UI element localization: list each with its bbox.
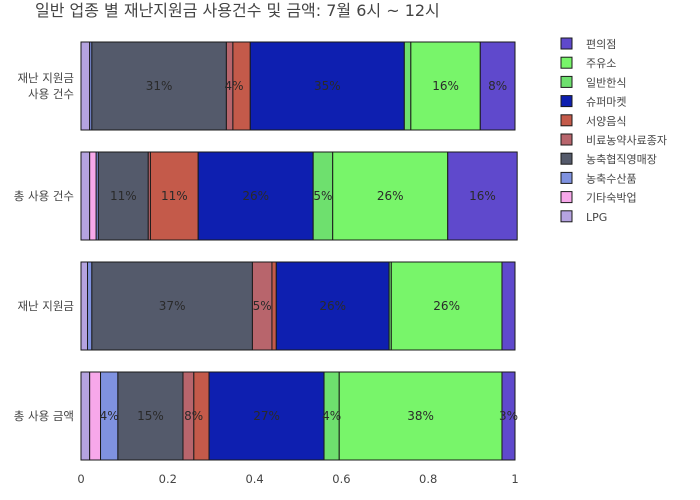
legend-item[interactable]: 기타숙박업: [560, 191, 637, 205]
legend-swatch: [560, 191, 573, 204]
legend-swatch: [560, 114, 573, 127]
x-tick-label: 0: [77, 472, 84, 486]
legend: 편의점주유소일반한식슈퍼마켓서양음식비료농약사료종자농축협직영매장농축수산품기타…: [560, 37, 667, 224]
legend-item[interactable]: 일반한식: [560, 75, 626, 89]
data-label: 38%: [407, 409, 434, 423]
legend-label: 농축협직영매장: [586, 153, 657, 166]
legend-item[interactable]: 비료농약사료종자: [560, 133, 667, 147]
bar-segment-series-0-row-3: [80, 371, 91, 461]
x-tick-label: 0.6: [332, 472, 350, 486]
data-labels: 31% 4% 35% 16% 8% 11% 11% 26% 5% 26% 16% 37% 5% 26% 26…: [100, 79, 518, 423]
data-label: 26%: [242, 189, 269, 203]
data-label: 4%: [100, 409, 119, 423]
data-label: 37%: [159, 299, 186, 313]
bar-segment-series-8-row-2: [390, 261, 503, 351]
data-label: 16%: [432, 79, 459, 93]
x-tick-label: 0.2: [159, 472, 177, 486]
bar-segment-series-9-row-2: [501, 261, 516, 351]
legend-label: 비료농약사료종자: [586, 133, 667, 147]
bar-segment-series-9-row-0: [479, 41, 516, 131]
bar-segment-series-5-row-2: [271, 261, 277, 351]
data-label: 15%: [137, 409, 164, 423]
data-label: 11%: [161, 189, 188, 203]
bar-segment-series-8-row-3: [338, 371, 503, 461]
legend-swatch: [560, 210, 573, 223]
bar-segment-series-6-row-2: [275, 261, 390, 351]
legend-item[interactable]: 슈퍼마켓: [560, 95, 626, 109]
data-label: 31%: [146, 79, 173, 93]
bar-segment-series-9-row-1: [447, 151, 518, 241]
bar-segment-series-9-row-3: [501, 371, 516, 461]
x-tick-label: 0.8: [419, 472, 437, 486]
data-label: 8%: [488, 79, 507, 93]
legend-item[interactable]: 주유소: [560, 56, 616, 70]
data-label: 16%: [469, 189, 496, 203]
legend-label: 주유소: [586, 57, 616, 70]
legend-item[interactable]: 서양음식: [560, 114, 626, 128]
data-label: 26%: [377, 189, 404, 203]
data-label: 35%: [314, 79, 341, 93]
legend-swatch: [560, 133, 573, 146]
legend-label: 서양음식: [586, 115, 626, 128]
legend-label: 기타숙박업: [586, 192, 637, 205]
legend-label: 일반한식: [586, 75, 626, 89]
data-label: 8%: [184, 409, 203, 423]
data-label: 5%: [313, 189, 332, 203]
bar-segment-series-2-row-2: [87, 261, 93, 351]
bar-segment-series-8-row-0: [410, 41, 481, 131]
bar-segment-series-6-row-1: [197, 151, 314, 241]
legend-label: 농축수산품: [586, 172, 637, 185]
legend-item[interactable]: 농축협직영매장: [560, 152, 657, 166]
category-label: 재난 지원금: [17, 299, 74, 313]
bar-segment-series-8-row-1: [332, 151, 449, 241]
legend-item[interactable]: 농축수산품: [560, 171, 637, 185]
legend-swatch: [560, 152, 573, 165]
legend-swatch: [560, 171, 573, 184]
legend-label: 편의점: [586, 38, 616, 51]
x-tick-label: 0.4: [245, 472, 263, 486]
category-label: 총 사용 금액: [14, 409, 74, 423]
category-label: 사용 건수: [28, 87, 74, 101]
plot-area: [80, 41, 518, 461]
data-label: 26%: [433, 299, 460, 313]
data-label: 11%: [110, 189, 137, 203]
bar-segment-series-6-row-0: [249, 41, 405, 131]
x-axis: 0 0.2 0.4 0.6 0.8 1: [77, 472, 518, 486]
chart-title: 일반 업종 별 재난지원금 사용건수 및 금액: 7월 6시 ~ 12시: [35, 1, 440, 20]
legend-swatch: [560, 95, 573, 108]
data-label: 26%: [319, 299, 346, 313]
legend-swatch: [560, 37, 573, 50]
bar-segment-series-0-row-2: [80, 261, 89, 351]
data-label: 5%: [253, 299, 272, 313]
legend-label: LPG: [586, 211, 607, 224]
category-label: 총 사용 건수: [14, 189, 74, 203]
legend-swatch: [560, 56, 573, 69]
bar-segment-series-7-row-0: [403, 41, 412, 131]
legend-swatch: [560, 75, 573, 88]
category-label: 재난 지원금: [17, 71, 74, 85]
data-label: 4%: [322, 409, 341, 423]
bar-segment-series-1-row-1: [89, 151, 97, 241]
legend-item[interactable]: 편의점: [560, 37, 616, 51]
bar-segment-series-6-row-3: [208, 371, 325, 461]
legend-item[interactable]: LPG: [560, 210, 607, 224]
legend-label: 슈퍼마켓: [586, 96, 626, 109]
data-label: 4%: [224, 79, 243, 93]
bar-segment-series-0-row-1: [80, 151, 91, 241]
bar-segment-series-3-row-3: [117, 371, 184, 461]
x-tick-label: 1: [511, 472, 518, 486]
data-label: 3%: [499, 409, 518, 423]
bar-segment-series-0-row-0: [80, 41, 91, 131]
data-label: 27%: [253, 409, 280, 423]
bar-segment-series-3-row-2: [91, 261, 253, 351]
